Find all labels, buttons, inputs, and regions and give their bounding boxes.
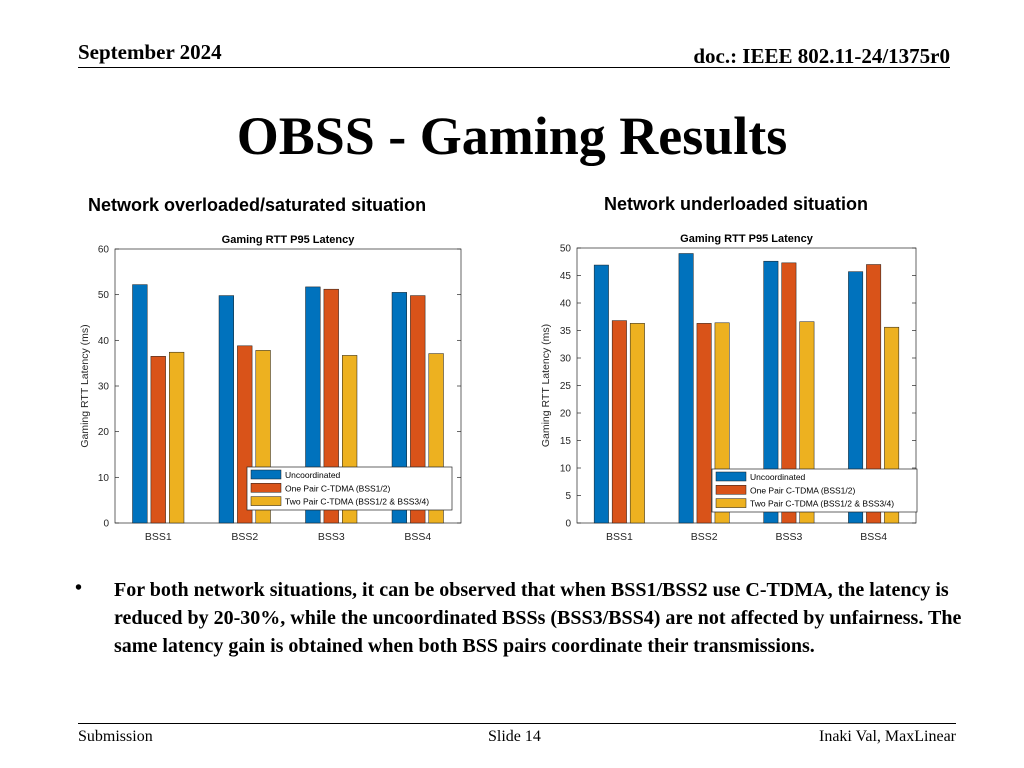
legend-swatch-1 bbox=[715, 471, 747, 482]
legend-swatch-2 bbox=[250, 483, 282, 493]
bar-bss4-series-2 bbox=[410, 295, 426, 524]
legend-label-3: Two Pair C-TDMA (BSS1/2 & BSS3/4) bbox=[285, 497, 429, 507]
y-tick-label: 10 bbox=[560, 464, 572, 475]
x-tick-label: BSS3 bbox=[775, 531, 802, 543]
legend-swatch-3 bbox=[715, 498, 747, 508]
y-tick-label: 50 bbox=[560, 244, 572, 255]
x-tick-label: BSS4 bbox=[404, 531, 431, 543]
legend-label-2: One Pair C-TDMA (BSS1/2) bbox=[750, 485, 856, 495]
x-tick-label: BSS4 bbox=[860, 531, 887, 543]
y-tick-label: 20 bbox=[98, 427, 110, 438]
y-tick-label: 5 bbox=[565, 491, 571, 502]
x-tick-label: BSS2 bbox=[231, 531, 258, 543]
legend-swatch-3 bbox=[250, 496, 282, 506]
bar-bss1-series-1 bbox=[593, 264, 609, 524]
bar-bss3-series-2 bbox=[323, 288, 339, 524]
slide-title: OBSS - Gaming Results bbox=[236, 106, 788, 166]
footer-slide-number: Slide 14 bbox=[488, 728, 541, 745]
bullet-text: For both network situations, it can be o… bbox=[114, 579, 962, 657]
legend-swatch-1 bbox=[250, 469, 282, 480]
y-tick-label: 0 bbox=[565, 519, 571, 530]
bar-bss1-series-2 bbox=[611, 320, 627, 524]
legend-label-2: One Pair C-TDMA (BSS1/2) bbox=[285, 483, 391, 493]
header-divider bbox=[78, 67, 950, 68]
bar-bss1-series-1 bbox=[132, 284, 148, 524]
y-tick-label: 60 bbox=[98, 245, 110, 256]
y-tick-label: 30 bbox=[560, 354, 572, 365]
x-tick-label: BSS2 bbox=[691, 531, 718, 543]
y-axis-label: Gaming RTT Latency (ms) bbox=[79, 324, 91, 447]
footer-divider bbox=[78, 723, 956, 724]
x-tick-label: BSS1 bbox=[145, 531, 172, 543]
y-tick-label: 35 bbox=[560, 326, 572, 337]
bar-bss2-series-1 bbox=[218, 295, 234, 524]
chart-title: Gaming RTT P95 Latency bbox=[680, 233, 814, 245]
bullet-symbol: • bbox=[75, 577, 83, 599]
x-tick-label: BSS1 bbox=[606, 531, 633, 543]
subtitle-underloaded: Network underloaded situation bbox=[604, 194, 869, 214]
y-tick-label: 0 bbox=[103, 519, 109, 530]
footer-author: Inaki Val, MaxLinear bbox=[819, 728, 956, 745]
chart-title: Gaming RTT P95 Latency bbox=[222, 234, 356, 246]
bar-bss1-series-3 bbox=[629, 323, 645, 524]
y-tick-label: 30 bbox=[98, 382, 110, 393]
bar-bss3-series-1 bbox=[763, 260, 779, 524]
y-tick-label: 50 bbox=[98, 290, 110, 301]
bar-bss3-series-2 bbox=[781, 262, 797, 524]
bar-bss4-series-1 bbox=[391, 292, 407, 524]
bar-bss4-series-2 bbox=[866, 264, 882, 524]
header-doc-id: doc.: IEEE 802.11-24/1375r0 bbox=[693, 44, 950, 68]
subtitle-overloaded: Network overloaded/saturated situation bbox=[88, 195, 427, 215]
legend-label-1: Uncoordinated bbox=[750, 472, 806, 482]
footer-submission: Submission bbox=[78, 728, 153, 745]
y-tick-label: 40 bbox=[98, 336, 110, 347]
y-tick-label: 25 bbox=[560, 381, 572, 392]
bar-bss1-series-2 bbox=[150, 356, 166, 524]
header-date: September 2024 bbox=[78, 40, 222, 64]
legend-label-3: Two Pair C-TDMA (BSS1/2 & BSS3/4) bbox=[750, 499, 894, 509]
bar-bss1-series-3 bbox=[169, 351, 185, 524]
bar-bss3-series-1 bbox=[305, 286, 321, 524]
y-tick-label: 40 bbox=[560, 299, 572, 310]
bar-bss2-series-1 bbox=[678, 253, 694, 524]
x-tick-label: BSS3 bbox=[318, 531, 345, 543]
legend-label-1: Uncoordinated bbox=[285, 470, 341, 480]
y-axis-label: Gaming RTT Latency (ms) bbox=[540, 324, 552, 447]
y-tick-label: 20 bbox=[560, 409, 572, 420]
bar-bss2-series-2 bbox=[696, 323, 712, 524]
y-tick-label: 15 bbox=[560, 436, 572, 447]
y-tick-label: 10 bbox=[98, 473, 110, 484]
y-tick-label: 45 bbox=[560, 271, 572, 282]
bar-bss4-series-1 bbox=[848, 271, 864, 524]
legend-swatch-2 bbox=[715, 485, 747, 495]
